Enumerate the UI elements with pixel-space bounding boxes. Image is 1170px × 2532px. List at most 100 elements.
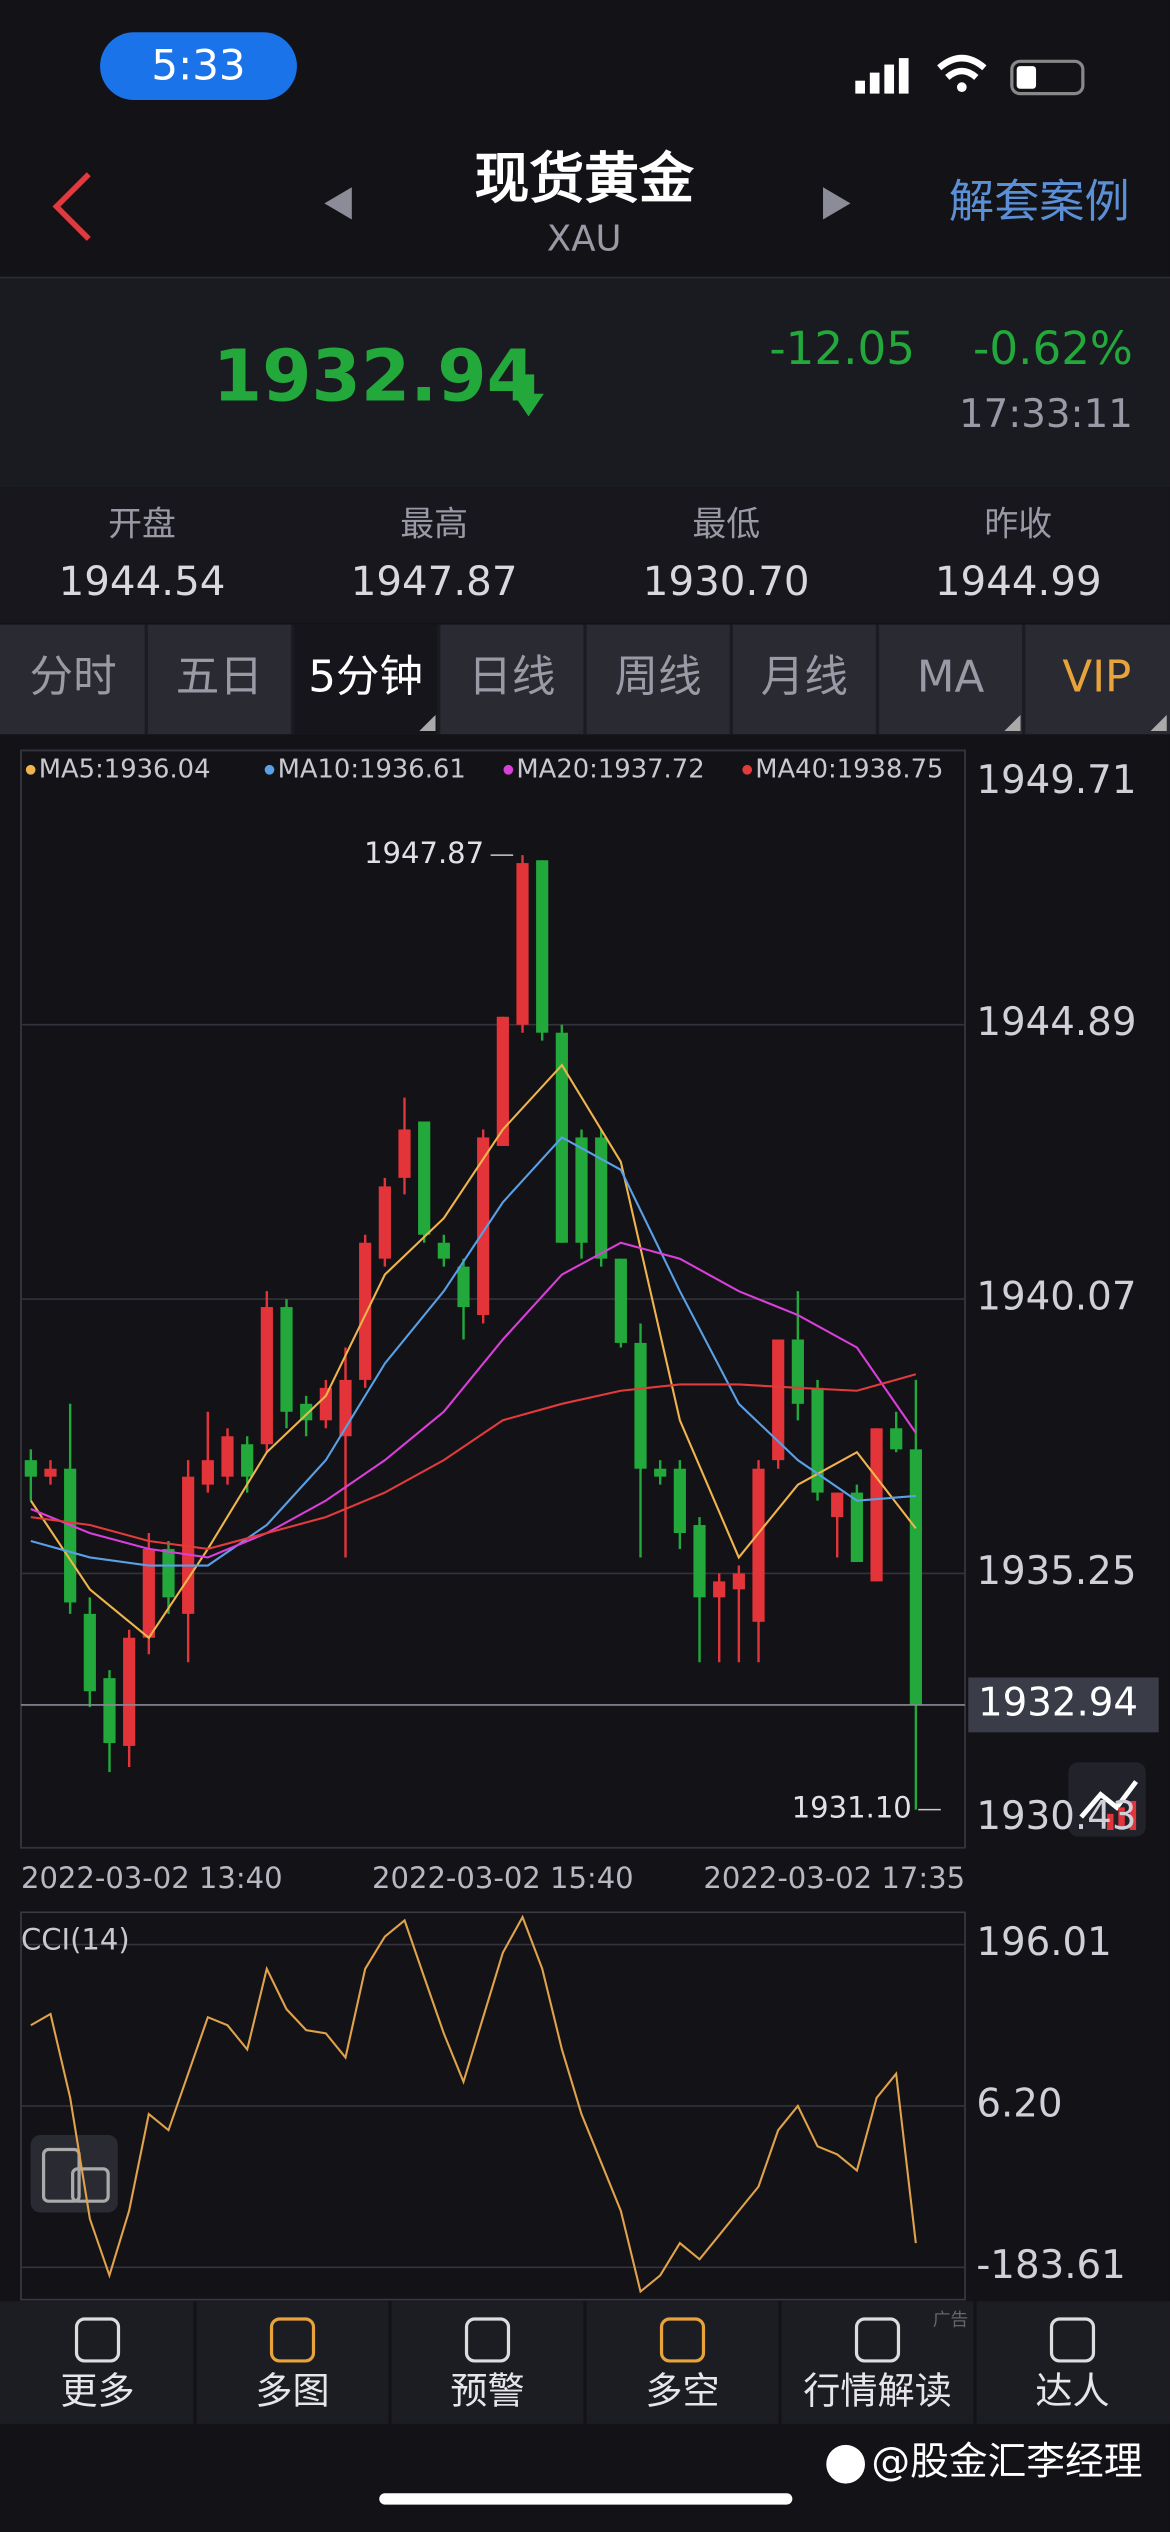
next-arrow[interactable] [823, 187, 851, 220]
candle-body [280, 1307, 293, 1412]
nav-label[interactable]: 达人 [1035, 2370, 1109, 2413]
legend-marker [742, 764, 753, 775]
chart-type-icon[interactable] [1068, 1762, 1146, 1837]
nav-icon[interactable] [269, 2317, 316, 2363]
nav-icon[interactable] [1049, 2317, 1096, 2363]
ma-line [30, 1373, 917, 1550]
legend-label: MA20:1937.72 [516, 754, 704, 784]
last-price-label: 1932.94 [978, 1680, 1138, 1725]
annotation-label: 1931.10 [792, 1791, 912, 1825]
stat-label: 最高 [400, 505, 468, 544]
y-tick-label: -183.61 [976, 2243, 1125, 2288]
tab[interactable]: VIP [1062, 652, 1131, 702]
candle-body [732, 1573, 745, 1590]
action-link[interactable]: 解套案例 [949, 175, 1130, 228]
prev-arrow[interactable] [324, 187, 352, 220]
legend-marker [264, 764, 275, 775]
nav-icon[interactable] [854, 2317, 901, 2363]
candle-body [673, 1468, 686, 1534]
candle-body [536, 860, 549, 1033]
ma-line [29, 1063, 917, 1640]
tab-corner [1150, 714, 1167, 732]
nav-label[interactable]: 预警 [450, 2370, 524, 2413]
tab[interactable]: MA [917, 652, 985, 702]
y-tick-label: 1935.25 [976, 1549, 1136, 1594]
ad-label: 广告 [933, 2310, 969, 2331]
tab[interactable]: 周线 [615, 652, 702, 702]
quote-time: 17:33:11 [959, 392, 1133, 437]
watermark-logo [826, 2444, 865, 2484]
signal-icon [855, 58, 909, 94]
tab[interactable]: 日线 [468, 652, 555, 702]
stat-label: 最低 [692, 505, 760, 544]
watermark: @股金汇李经理 [871, 2440, 1142, 2485]
legend-label: MA40:1938.75 [755, 754, 943, 784]
candle-body [319, 1387, 332, 1421]
down-arrow [513, 374, 544, 417]
wifi-icon [937, 54, 987, 80]
legend-marker [503, 764, 514, 775]
price-change-pct: -0.62% [973, 322, 1133, 375]
candle-body [870, 1428, 883, 1582]
candle-body [595, 1137, 608, 1259]
time-pill [100, 32, 297, 101]
candle-body [359, 1242, 372, 1380]
stats-panel [0, 487, 1170, 623]
legend-label: MA10:1936.61 [278, 754, 466, 784]
rotate-icon[interactable] [30, 2135, 118, 2213]
candle-body [909, 1449, 922, 1705]
battery-icon [1010, 59, 1085, 96]
tab[interactable]: 5分钟 [308, 652, 423, 702]
price-change: -12.05 [769, 322, 915, 375]
candle-body [850, 1492, 863, 1563]
nav-label[interactable]: 更多 [60, 2370, 134, 2413]
nav-icon[interactable] [74, 2317, 121, 2363]
nav-label[interactable]: 行情解读 [803, 2370, 951, 2413]
candle-body [811, 1387, 824, 1493]
tab[interactable]: 月线 [761, 652, 848, 702]
x-tick-label: 2022-03-02 15:40 [372, 1861, 634, 1895]
nav-icon[interactable] [464, 2317, 511, 2363]
candle-body [437, 1242, 450, 1259]
candle-body [772, 1339, 785, 1461]
candle-body [634, 1342, 647, 1469]
candle-body [64, 1468, 77, 1603]
nav-icon[interactable] [659, 2317, 706, 2363]
candle-body [457, 1266, 470, 1308]
tab-selected-bg [292, 624, 439, 735]
x-tick-label: 2022-03-02 17:35 [703, 1861, 965, 1895]
nav-label[interactable]: 多图 [255, 2370, 329, 2413]
y-tick-label: 1940.07 [976, 1275, 1136, 1320]
title: 现货黄金 [474, 146, 694, 210]
tab-corner [419, 714, 436, 732]
subtitle: XAU [547, 218, 622, 259]
candle-body [575, 1137, 588, 1243]
candle-body [201, 1460, 214, 1485]
candle-body [614, 1258, 627, 1343]
candle-body [260, 1307, 273, 1445]
y-tick-label: 1944.89 [976, 1000, 1136, 1045]
candle-body [496, 1016, 509, 1146]
tab[interactable]: 五日 [176, 652, 263, 702]
y-tick-label: 1930.43 [976, 1794, 1136, 1839]
candle-body [24, 1460, 37, 1477]
nav-label[interactable]: 多空 [645, 2370, 719, 2413]
ma-line [30, 1136, 916, 1567]
ma-line [30, 1241, 917, 1559]
stat-value: 1947.87 [351, 558, 518, 605]
candle-body [831, 1492, 844, 1518]
candle-body [791, 1339, 804, 1404]
candle-body [142, 1548, 155, 1638]
last-price-box [968, 1677, 1159, 1733]
legend-label: MA5:1936.04 [39, 754, 211, 784]
y-tick-label: 196.01 [976, 1920, 1111, 1965]
tab-corner [1004, 714, 1021, 732]
back-button[interactable] [52, 172, 91, 241]
candle-body [44, 1468, 57, 1477]
tab[interactable]: 分时 [30, 652, 117, 702]
annotation-label: 1947.87 [364, 836, 484, 870]
candle-body [123, 1637, 136, 1746]
cci-line [30, 1914, 917, 2294]
